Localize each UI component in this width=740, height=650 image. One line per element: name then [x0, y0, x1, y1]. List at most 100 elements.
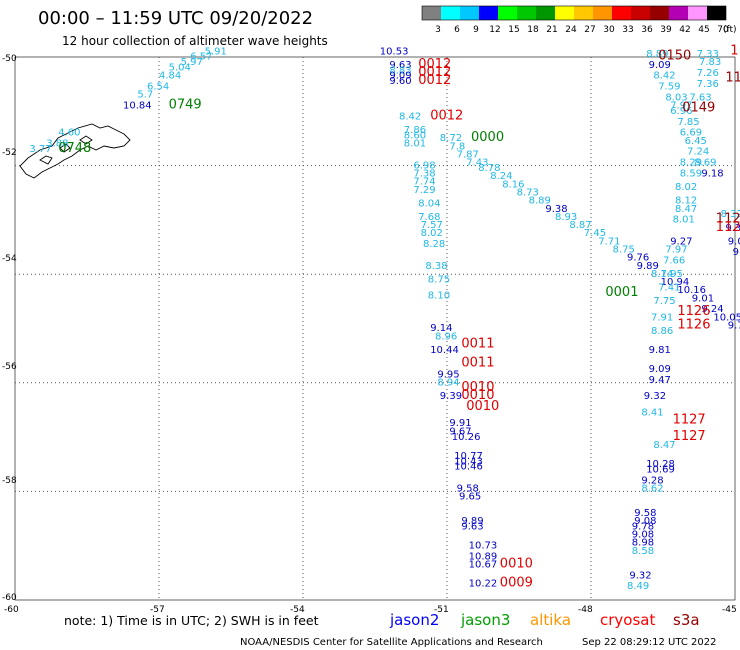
color-swatch [593, 6, 612, 20]
pass-time-label: 0012 [418, 65, 451, 80]
color-swatch [707, 6, 726, 20]
wave-height-value: 7.97 [665, 244, 687, 255]
map-title: 00:00 – 11:59 UTC 09/20/2022 [38, 8, 313, 29]
color-scale-tick-label: 24 [565, 25, 577, 35]
wave-height-value: 9.67 [449, 426, 471, 437]
wave-height-value: 9.72 [728, 321, 740, 332]
wave-height-value: 9.65 [459, 492, 481, 503]
wave-height-value: 8.49 [627, 581, 649, 592]
wave-height-value: 9. [733, 247, 740, 258]
color-scale-tick-label: 30 [603, 25, 615, 35]
color-scale-tick-label: 21 [546, 25, 557, 35]
color-scale-tick-label: 36 [641, 25, 653, 35]
color-scale-legend: 3 6 9 12 15 18 21 24 27 30 33 36 39 42 45 70(ft) [421, 5, 737, 35]
wave-height-value: 9.09 [389, 71, 411, 82]
pass-time-label: 1127 [673, 413, 706, 428]
color-scale-tick-label: 6 [454, 25, 460, 35]
pass-time-label: 0010 [500, 556, 533, 571]
pass-time-label: 0149 [682, 100, 715, 115]
wave-height-value: 8.83 [389, 65, 411, 76]
wave-height-value: 7.43 [466, 158, 488, 169]
color-scale-tick-label: 70 [717, 25, 729, 35]
wave-height-value: 7.91 [651, 312, 673, 323]
wave-height-value: 4.60 [58, 128, 80, 139]
pass-time-label: 0010 [461, 388, 494, 403]
wave-height-value: 5.04 [169, 63, 191, 74]
wave-height-value: 8.94 [437, 378, 459, 389]
color-swatch [555, 6, 574, 20]
wave-height-value: 8.58 [632, 546, 654, 557]
wave-height-value: 8.29 [680, 158, 702, 169]
wave-height-value: 9.89 [637, 261, 659, 272]
wave-height-value: 9.09 [649, 364, 671, 375]
wave-height-value: 7.8 [449, 141, 465, 152]
wave-height-value: 10.28 [646, 459, 675, 470]
wave-height-value: 8.01 [404, 139, 426, 150]
wave-height-value: 8.96 [435, 331, 457, 342]
falkland-islands-coastline [19, 123, 131, 179]
wave-height-value: 5.97 [181, 57, 203, 68]
wave-height-value: 7.36 [697, 79, 719, 90]
wave-height-value: 9.09 [649, 60, 671, 71]
wave-height-value: 9.78 [632, 521, 654, 532]
wave-height-value: 8.75 [428, 274, 450, 285]
lon-label: -57 [150, 605, 165, 615]
lat-label: -52 [2, 148, 17, 158]
color-scale-tick-label: 3 [435, 25, 441, 35]
latitude-labels: -50 -52 -54 -56 -58 -60 [2, 54, 17, 603]
wave-height-value: 9.01 [692, 293, 714, 304]
legend-s3a: s3a [673, 611, 700, 629]
color-swatch [422, 6, 441, 20]
wave-height-value: 7.86 [404, 125, 426, 136]
color-swatch [479, 6, 498, 20]
map-subtitle: 12 hour collection of altimeter wave hei… [62, 34, 328, 48]
wave-height-value: 9.60 [389, 76, 411, 87]
wave-height-value: 9.81 [649, 345, 671, 356]
color-swatch [517, 6, 536, 20]
wave-height-value: 8.89 [529, 196, 551, 207]
pass-time-label: 0001 [605, 285, 638, 300]
wave-height-value: 8.59 [680, 168, 702, 179]
wave-height-value: 10.05 [713, 312, 740, 323]
lon-label: -60 [4, 605, 19, 615]
wave-height-value: 8.03 [665, 92, 687, 103]
wave-height-value: 10.94 [661, 277, 690, 288]
wave-height-value: 9.38 [725, 223, 740, 234]
wave-height-value: 10.22 [469, 578, 498, 589]
wave-height-value: 8.87 [569, 220, 591, 231]
color-scale-tick-label: 45 [698, 25, 709, 35]
wave-height-value: 9.24 [701, 304, 723, 315]
wave-height-value: 10.53 [380, 46, 409, 57]
wave-height-value: 10.77 [454, 451, 483, 462]
wave-height-value: 7.95 [661, 269, 683, 280]
wave-height-value: 8.10 [428, 291, 450, 302]
pass-time-label: 0012 [418, 73, 451, 88]
wave-height-value: 8.75 [613, 244, 635, 255]
pass-time-label: 0010 [461, 380, 494, 395]
wave-height-labels: 5.916.575.975.044.846.545.710.84 4.603.88… [29, 46, 740, 592]
wave-height-value: 9.47 [649, 375, 671, 386]
wave-height-value: 9.39 [440, 391, 462, 402]
wave-height-value: 8.04 [418, 198, 440, 209]
graticule [15, 57, 735, 600]
wave-height-value: 9.32 [644, 391, 666, 402]
wave-height-value: 10.26 [452, 432, 481, 443]
wave-height-value: 5.91 [205, 46, 227, 57]
wave-height-value: 7.33 [697, 49, 719, 60]
wave-height-value: 6.96 [670, 106, 692, 117]
pass-time-label: 0011 [461, 356, 494, 371]
lon-label: -45 [722, 605, 737, 615]
color-scale-tick-label: 33 [622, 25, 633, 35]
color-scale-unit: (ft) [723, 25, 737, 35]
wave-height-value: 9.76 [627, 253, 649, 264]
wave-height-value: 10.84 [123, 101, 152, 112]
wave-height-value: 6.45 [685, 136, 707, 147]
wave-height-value: 7.68 [418, 212, 440, 223]
color-scale-tick-label: 15 [508, 25, 519, 35]
footer-note: note: 1) Time is in UTC; 2) SWH is in fe… [64, 613, 319, 628]
legend-cryosat: cryosat [600, 611, 655, 629]
legend-altika: altika [530, 611, 571, 629]
pass-time-label: 11 [725, 70, 740, 85]
color-swatch [498, 6, 517, 20]
wave-height-value: 6.69 [680, 128, 702, 139]
